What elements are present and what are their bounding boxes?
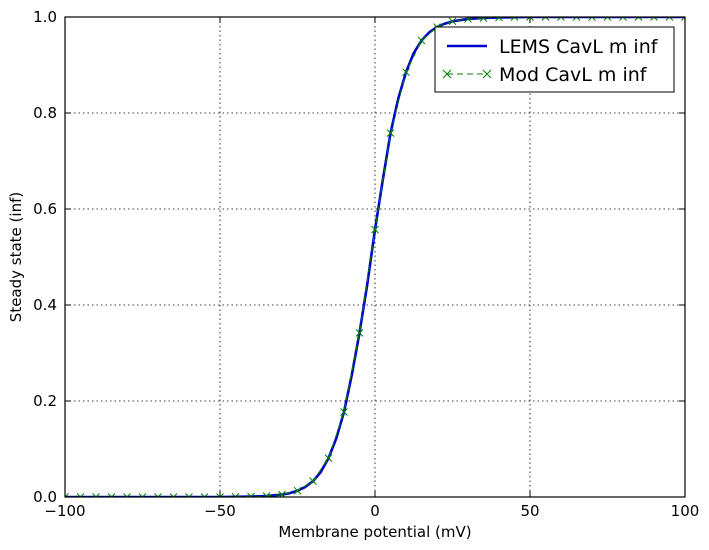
- series-point-mod-cavl-m-inf: [386, 129, 395, 138]
- series-point-mod-cavl-m-inf: [371, 225, 379, 234]
- legend-marker-mod: [442, 69, 452, 79]
- y-tick-label: 0.2: [33, 392, 57, 410]
- y-tick-label: 0.4: [33, 296, 57, 314]
- series-point-mod-cavl-m-inf: [541, 17, 550, 21]
- series-point-mod-cavl-m-inf: [588, 17, 596, 21]
- legend-marker-mod: [482, 69, 492, 79]
- y-tick-label: 1.0: [33, 8, 57, 26]
- y-tick-label: 0.6: [33, 200, 57, 218]
- legend-box: [434, 26, 675, 93]
- ticks: −100 −50 0 50 100 0.0 0.2 0.4 0.6 0.8 1.0: [33, 8, 699, 520]
- legend-entry-label: LEMS CavL m inf: [499, 36, 659, 58]
- series-point-mod-cavl-m-inf: [324, 454, 333, 462]
- series-point-mod-cavl-m-inf: [262, 492, 271, 497]
- legend: LEMS CavL m inf Mod CavL m inf: [434, 26, 675, 93]
- series-point-mod-cavl-m-inf: [681, 17, 685, 21]
- series-point-mod-cavl-m-inf: [603, 17, 612, 21]
- series-point-mod-cavl-m-inf: [526, 17, 534, 21]
- series-point-mod-cavl-m-inf: [572, 17, 581, 21]
- series-point-mod-cavl-m-inf: [557, 17, 565, 21]
- series-point-mod-cavl-m-inf: [200, 493, 209, 497]
- series-point-mod-cavl-m-inf: [665, 17, 674, 21]
- series-point-mod-cavl-m-inf: [402, 68, 410, 77]
- series-point-mod-cavl-m-inf: [185, 493, 193, 497]
- series-point-mod-cavl-m-inf: [417, 36, 426, 45]
- series-point-mod-cavl-m-inf: [464, 17, 472, 23]
- series-point-mod-cavl-m-inf: [634, 17, 643, 21]
- series-point-mod-cavl-m-inf: [479, 17, 488, 22]
- x-axis-label: Membrane potential (mV): [278, 523, 471, 541]
- legend-entry-label: Mod CavL m inf: [499, 64, 648, 86]
- series-point-mod-cavl-m-inf: [138, 493, 147, 497]
- series-point-mod-cavl-m-inf: [107, 493, 116, 497]
- x-tick-label: 100: [671, 502, 700, 520]
- x-tick-label: −100: [44, 502, 85, 520]
- series-point-mod-cavl-m-inf: [448, 17, 457, 26]
- series-point-mod-cavl-m-inf: [76, 493, 85, 497]
- y-axis-label: Steady state (inf): [7, 192, 25, 322]
- series-point-mod-cavl-m-inf: [309, 477, 317, 486]
- series-point-mod-cavl-m-inf: [169, 493, 178, 497]
- series-point-mod-cavl-m-inf: [92, 493, 100, 497]
- series-point-mod-cavl-m-inf: [216, 493, 224, 497]
- series-point-mod-cavl-m-inf: [650, 17, 658, 21]
- series-point-mod-cavl-m-inf: [293, 486, 302, 495]
- x-tick-label: −50: [204, 502, 236, 520]
- y-tick-label: 0.8: [33, 104, 57, 122]
- grid: [65, 17, 685, 497]
- series-point-mod-cavl-m-inf: [154, 493, 162, 497]
- series-point-mod-cavl-m-inf: [123, 493, 131, 497]
- y-tick-label: 0.0: [33, 488, 57, 506]
- series-point-mod-cavl-m-inf: [65, 493, 69, 497]
- series-point-mod-cavl-m-inf: [340, 408, 348, 416]
- x-tick-label: 0: [370, 502, 380, 520]
- x-tick-label: 50: [520, 502, 539, 520]
- series-point-mod-cavl-m-inf: [619, 17, 627, 21]
- series-point-mod-cavl-m-inf: [510, 17, 519, 21]
- series-point-mod-cavl-m-inf: [355, 328, 364, 337]
